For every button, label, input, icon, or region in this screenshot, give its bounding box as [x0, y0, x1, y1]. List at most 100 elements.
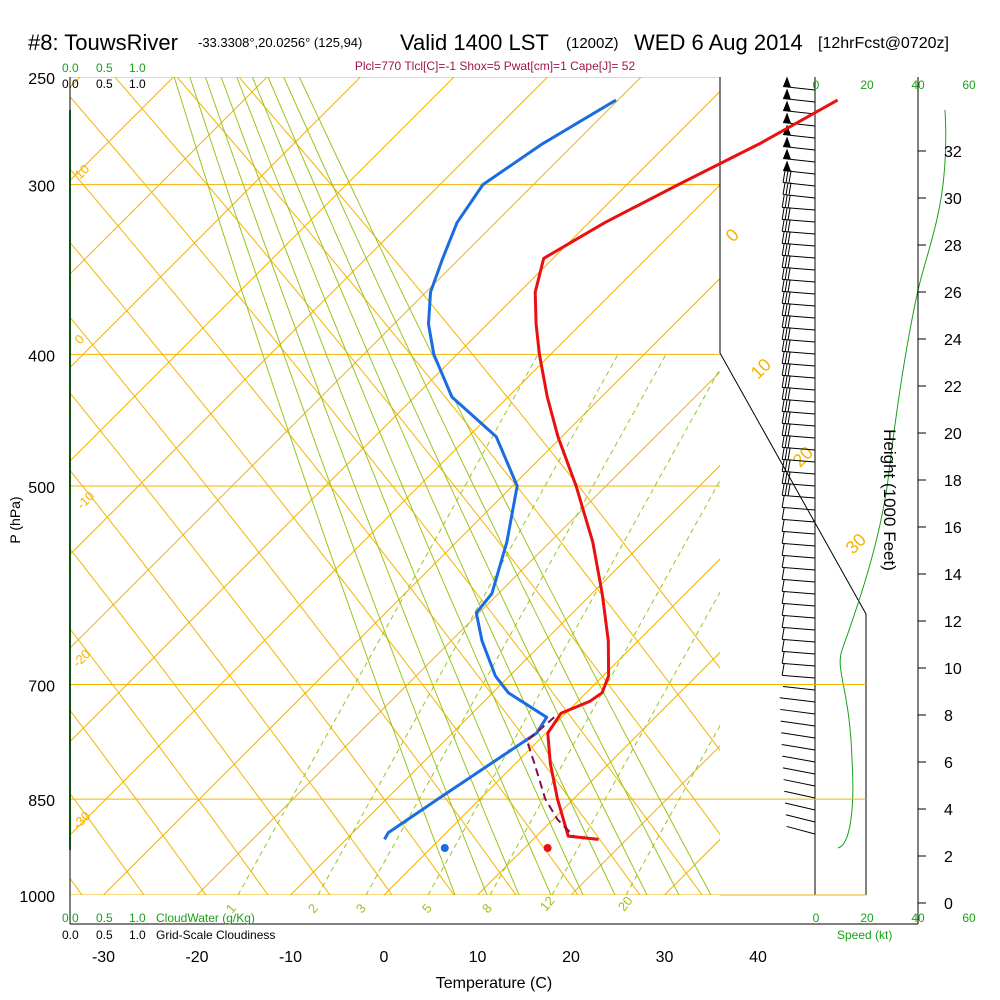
dry-adiabat-label: -30	[70, 808, 94, 832]
wind-barb	[782, 767, 816, 775]
wind-barb	[781, 507, 816, 523]
height-tick-label: 14	[944, 567, 962, 584]
wind-barb	[782, 100, 816, 115]
wind-barb	[781, 195, 816, 211]
height-tick-label: 22	[944, 379, 962, 396]
dry-adiabat-label: 0	[722, 225, 743, 246]
height-tick-label: 12	[944, 614, 962, 631]
isotherm	[852, 77, 1000, 895]
wind-barb	[782, 136, 816, 151]
wind-barb	[781, 471, 816, 487]
valid-date: WED 6 Aug 2014	[634, 30, 803, 55]
wind-barb	[785, 814, 816, 823]
cloud-bottom-green-2: 1.0	[129, 911, 146, 925]
cloud-bottom-black-0: 0.0	[62, 928, 79, 942]
diagram-clip-group	[70, 77, 1000, 895]
dry-adiabat	[238, 77, 720, 669]
isotherm	[290, 464, 720, 895]
moist-adiabat	[236, 77, 584, 895]
wind-barb	[781, 231, 816, 247]
wind-barb	[780, 708, 816, 715]
x-tick-label: 0	[380, 949, 389, 966]
speed-bottom-40: 40	[911, 911, 925, 925]
wind-barb	[782, 88, 816, 103]
wind-barb	[781, 615, 816, 631]
isotherm	[103, 277, 720, 895]
wind-barb	[781, 459, 816, 475]
forecast-label: [12hrFcst@0720z]	[818, 35, 949, 52]
mixing-ratio-label: 5	[419, 901, 435, 916]
speed-bottom-0: 0	[813, 911, 820, 925]
isotherm	[70, 77, 268, 275]
speed-top-20: 20	[860, 78, 874, 92]
moist-adiabat	[173, 77, 456, 895]
mixing-ratio-label: 8	[479, 901, 495, 916]
wind-barb	[781, 339, 816, 355]
station-coords: -33.3308°,20.0256° (125,94)	[198, 35, 362, 50]
height-tick-label: 30	[944, 191, 962, 208]
wind-barb	[781, 495, 816, 511]
isotherm	[70, 77, 361, 369]
isotherm	[570, 745, 720, 895]
wind-barb	[781, 663, 816, 679]
wind-barb	[781, 567, 816, 583]
wind-barb	[781, 579, 816, 595]
height-tick-label: 4	[944, 802, 953, 819]
height-tick-label: 6	[944, 755, 953, 772]
y-tick-label: 1000	[19, 889, 55, 906]
x-tick-label: -10	[279, 949, 302, 966]
wind-barb	[781, 267, 816, 283]
dry-adiabat	[70, 168, 641, 895]
mixing-ratio-line	[237, 354, 539, 895]
dry-adiabat	[176, 77, 720, 752]
dry-adiabat	[70, 792, 145, 895]
cloud-top-green-1: 0.5	[96, 61, 113, 75]
dry-adiabat-label: -20	[70, 646, 94, 670]
isotherm	[70, 77, 548, 556]
wind-barb	[782, 686, 816, 691]
dry-adiabat	[70, 392, 455, 895]
y-tick-label: 500	[28, 480, 55, 497]
wind-barb	[781, 411, 816, 427]
isotherm	[383, 558, 720, 895]
cloud-top-green-2: 1.0	[129, 61, 146, 75]
y-tick-label: 300	[28, 179, 55, 196]
wind-barb	[781, 291, 816, 307]
wind-barb	[781, 543, 816, 559]
isotherm	[196, 371, 720, 895]
isotherm	[70, 90, 720, 743]
dry-adiabat	[114, 77, 720, 836]
moist-adiabat	[220, 77, 552, 895]
moist-adiabat	[283, 77, 680, 895]
wind-barb	[782, 112, 816, 127]
mixing-ratio-label: 2	[305, 901, 321, 916]
x-tick-label: -20	[185, 949, 208, 966]
x-tick-label: 30	[656, 949, 674, 966]
mixing-ratio-label: 3	[353, 901, 369, 916]
parcel-line	[526, 716, 575, 837]
x-tick-label: 40	[749, 949, 767, 966]
moist-adiabat	[189, 77, 488, 895]
moist-adiabat	[298, 77, 712, 895]
mixing-ratio-line	[489, 479, 720, 895]
dry-adiabat	[70, 96, 703, 895]
wind-barb	[781, 387, 816, 403]
mixing-ratio-label: 12	[537, 893, 558, 914]
dry-adiabat-label: 20	[789, 443, 817, 471]
speed-unit-label: Speed (kt)	[837, 928, 892, 942]
wind-barb	[782, 182, 816, 199]
wind-barbs	[779, 76, 816, 835]
moist-adiabat	[251, 77, 616, 895]
dry-adiabat	[70, 316, 517, 895]
wind-barb	[784, 802, 816, 811]
dewpoint-line	[383, 98, 617, 841]
dry-adiabat-label: -10	[74, 488, 98, 512]
wind-barb	[781, 603, 816, 619]
isotherm	[477, 651, 720, 895]
params-line: Plcl=770 Tlcl[C]=-1 Shox=5 Pwat[cm]=1 Ca…	[355, 59, 636, 73]
wind-barb	[781, 639, 816, 655]
height-axis-title: Height (1000 Feet)	[880, 429, 899, 571]
wind-barb	[781, 743, 816, 751]
dry-adiabat-label: 0	[72, 331, 88, 347]
